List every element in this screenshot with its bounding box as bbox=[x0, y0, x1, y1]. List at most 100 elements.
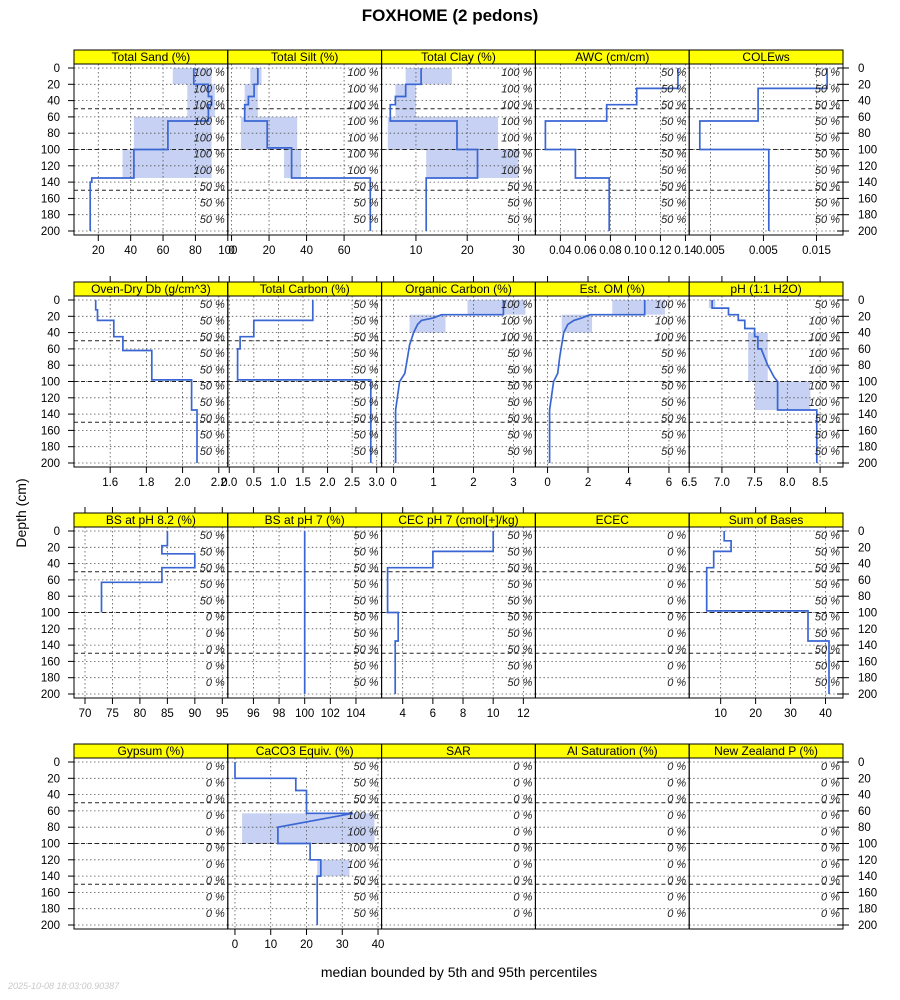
y-tick-label: 60 bbox=[858, 112, 871, 124]
median-line bbox=[389, 68, 479, 231]
x-tick-label: 30 bbox=[512, 245, 525, 257]
percent-label: 50 % bbox=[200, 579, 225, 591]
percent-label: 0 % bbox=[667, 908, 686, 920]
y-tick-label: 20 bbox=[858, 773, 871, 785]
x-tick-label: 3.0 bbox=[369, 477, 385, 489]
y-tick-label: 140 bbox=[858, 871, 877, 883]
percentile-band bbox=[405, 68, 452, 85]
panel-title: New Zealand P (%) bbox=[714, 744, 818, 758]
panel-title: SAR bbox=[446, 744, 471, 758]
y-tick-label: 160 bbox=[41, 425, 60, 437]
grid-group bbox=[689, 296, 843, 467]
panel-12: 50 % 50 % 50 % 50 % 50 % 50 % 50 % 50 % 50 % 50 %… bbox=[381, 507, 536, 720]
panel-grid: 100 %100 %100 %100 %100 %100 %100 %50 %5… bbox=[41, 49, 877, 951]
percentile-band bbox=[748, 332, 768, 382]
percent-label: 50 % bbox=[507, 413, 532, 425]
percent-label: 0 % bbox=[513, 875, 532, 887]
x-tick-label: 10 bbox=[410, 245, 423, 257]
percent-label: 50 % bbox=[661, 364, 686, 376]
percent-label: 50 % bbox=[354, 299, 379, 311]
panel-5: 50 % 50 % 50 % 50 % 50 % 50 % 50 % 50 % 50 % 50 %… bbox=[73, 276, 229, 489]
percent-label: 50 % bbox=[507, 530, 532, 542]
x-tick-label: 0 bbox=[232, 939, 238, 951]
percent-label: 50 % bbox=[661, 381, 686, 393]
percent-label: 0 % bbox=[667, 794, 686, 806]
x-tick-label: 6 bbox=[430, 708, 436, 720]
percent-label: 50 % bbox=[815, 413, 840, 425]
y-tick-label: 180 bbox=[41, 210, 60, 222]
percent-label: 0 % bbox=[513, 908, 532, 920]
percent-label: 50 % bbox=[815, 677, 840, 689]
x-tick-label: 8.5 bbox=[812, 477, 828, 489]
grid-group bbox=[535, 530, 690, 695]
y-tick-label: 160 bbox=[41, 193, 60, 205]
percent-label: 0 % bbox=[206, 843, 225, 855]
x-tick-label: 0.12 bbox=[649, 245, 671, 257]
percent-label: 0 % bbox=[821, 891, 840, 903]
grid-group bbox=[535, 296, 690, 467]
y-tick-label: 180 bbox=[858, 673, 877, 685]
percent-label: 50 % bbox=[200, 348, 225, 360]
percentile-band bbox=[250, 68, 262, 85]
y-tick-label: 100 bbox=[858, 608, 877, 620]
x-tick-label: 20 bbox=[92, 245, 105, 257]
y-tick-label: 120 bbox=[858, 624, 877, 636]
percent-label: 50 % bbox=[815, 530, 840, 542]
percent-label: 50 % bbox=[354, 794, 379, 806]
y-tick-label: 180 bbox=[41, 442, 60, 454]
y-axis-label: Depth (cm) bbox=[13, 478, 29, 547]
percent-label: 50 % bbox=[354, 875, 379, 887]
percent-label: 50 % bbox=[815, 197, 840, 209]
percent-label: 50 % bbox=[815, 149, 840, 161]
y-tick-label: 140 bbox=[41, 409, 60, 421]
x-tick-label: 80 bbox=[189, 245, 202, 257]
y-tick-label: 140 bbox=[858, 640, 877, 652]
y-tick-label: 100 bbox=[858, 839, 877, 851]
percent-label: 0 % bbox=[513, 810, 532, 822]
percent-label: 50 % bbox=[354, 612, 379, 624]
median-line bbox=[100, 531, 196, 613]
y-axis-row-0: 0 0 20 20 40 40 60 60 80 80 100 100 120 120 140 140 160 1… bbox=[41, 63, 877, 238]
y-tick-label: 100 bbox=[858, 377, 877, 389]
percent-label: 100 % bbox=[501, 299, 532, 311]
percent-label: 0 % bbox=[206, 859, 225, 871]
percent-label: 0 % bbox=[667, 563, 686, 575]
percent-label: 50 % bbox=[200, 381, 225, 393]
median-line bbox=[243, 68, 372, 231]
percent-label: 0 % bbox=[206, 660, 225, 672]
percent-label: 100 % bbox=[194, 165, 225, 177]
x-tick-label: 0 bbox=[390, 477, 396, 489]
percentile-band bbox=[467, 300, 526, 315]
percent-label: 0 % bbox=[513, 891, 532, 903]
x-tick-label: 10 bbox=[264, 939, 277, 951]
percent-label: 50 % bbox=[661, 348, 686, 360]
percent-label: 50 % bbox=[354, 761, 379, 773]
percentile-band bbox=[317, 859, 350, 877]
x-tick-label: 0.08 bbox=[599, 245, 621, 257]
percent-label: 100 % bbox=[194, 83, 225, 95]
percent-label: 50 % bbox=[354, 381, 379, 393]
x-tick-label: 7.5 bbox=[747, 477, 763, 489]
percentile-band bbox=[242, 813, 375, 844]
percent-label: 0 % bbox=[206, 810, 225, 822]
percent-label: 100 % bbox=[501, 149, 532, 161]
y-tick-label: 80 bbox=[47, 128, 60, 140]
y-tick-label: 200 bbox=[41, 920, 60, 932]
percent-label: 0 % bbox=[667, 810, 686, 822]
y-tick-label: 80 bbox=[47, 591, 60, 603]
y-tick-label: 40 bbox=[47, 559, 60, 571]
y-tick-label: 20 bbox=[47, 773, 60, 785]
percent-label: 50 % bbox=[507, 364, 532, 376]
panel-border bbox=[534, 743, 690, 930]
grid-group bbox=[535, 64, 690, 235]
percent-label: 0 % bbox=[513, 859, 532, 871]
x-tick-label: 0.015 bbox=[802, 245, 831, 257]
x-tick-label: 2.0 bbox=[175, 477, 191, 489]
y-tick-label: 200 bbox=[858, 689, 877, 701]
percent-label: 0 % bbox=[667, 843, 686, 855]
percent-label: 100 % bbox=[809, 397, 840, 409]
percent-label: 50 % bbox=[507, 579, 532, 591]
percent-label: 50 % bbox=[507, 429, 532, 441]
percent-label: 0 % bbox=[206, 777, 225, 789]
y-tick-label: 160 bbox=[858, 887, 877, 899]
